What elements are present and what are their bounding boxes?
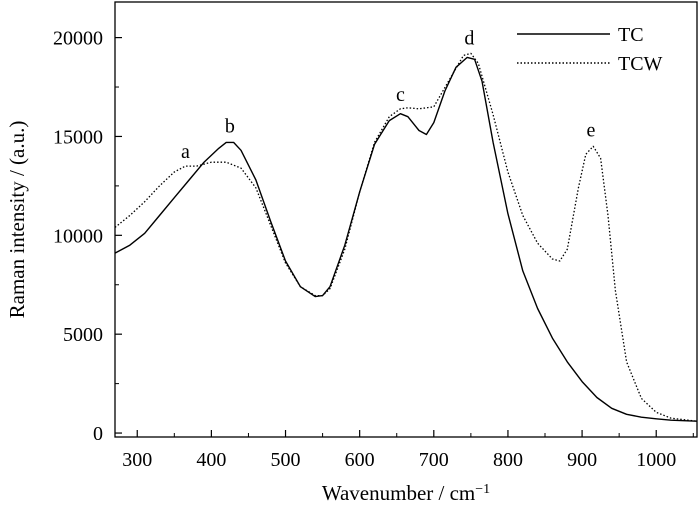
y-tick-label: 20000 xyxy=(53,28,103,50)
x-tick-label: 600 xyxy=(345,449,375,471)
legend: TC TCW xyxy=(517,24,663,75)
x-tick-label: 900 xyxy=(567,449,597,471)
x-tick-label: 800 xyxy=(493,449,523,471)
annotations: a b c d e xyxy=(181,27,596,163)
peak-label-b: b xyxy=(225,115,235,137)
x-minor-ticks xyxy=(173,433,694,437)
y-minor-ticks xyxy=(115,86,119,385)
y-tick-label: 0 xyxy=(93,423,103,445)
x-axis-title: Wavenumber / cm−1 xyxy=(322,481,490,505)
series-line-tc xyxy=(114,56,698,422)
peak-label-c: c xyxy=(396,84,405,106)
x-tick-label: 1000 xyxy=(636,449,676,471)
x-axis-title-main: Wavenumber / cm xyxy=(322,481,475,505)
x-tick-label: 400 xyxy=(196,449,226,471)
x-ticks: 300 400 500 600 700 800 900 1000 xyxy=(122,430,676,471)
legend-label-tc: TC xyxy=(618,24,644,46)
peak-label-e: e xyxy=(587,119,596,141)
peak-label-d: d xyxy=(464,27,474,49)
y-tick-label: 15000 xyxy=(53,126,103,148)
plot-frame xyxy=(114,1,698,438)
y-tick-label: 10000 xyxy=(53,225,103,247)
y-axis-title: Raman intensity / (a.u.) xyxy=(5,121,29,319)
x-axis-title-sup: −1 xyxy=(475,482,490,497)
x-tick-label: 500 xyxy=(271,449,301,471)
y-ticks: 0 5000 10000 15000 20000 xyxy=(53,28,122,445)
series-group xyxy=(114,52,698,422)
x-tick-label: 300 xyxy=(122,449,152,471)
series-line-tcw xyxy=(114,52,698,422)
x-tick-label: 700 xyxy=(419,449,449,471)
legend-label-tcw: TCW xyxy=(618,53,663,75)
y-tick-label: 5000 xyxy=(63,324,103,346)
peak-label-a: a xyxy=(181,141,190,163)
